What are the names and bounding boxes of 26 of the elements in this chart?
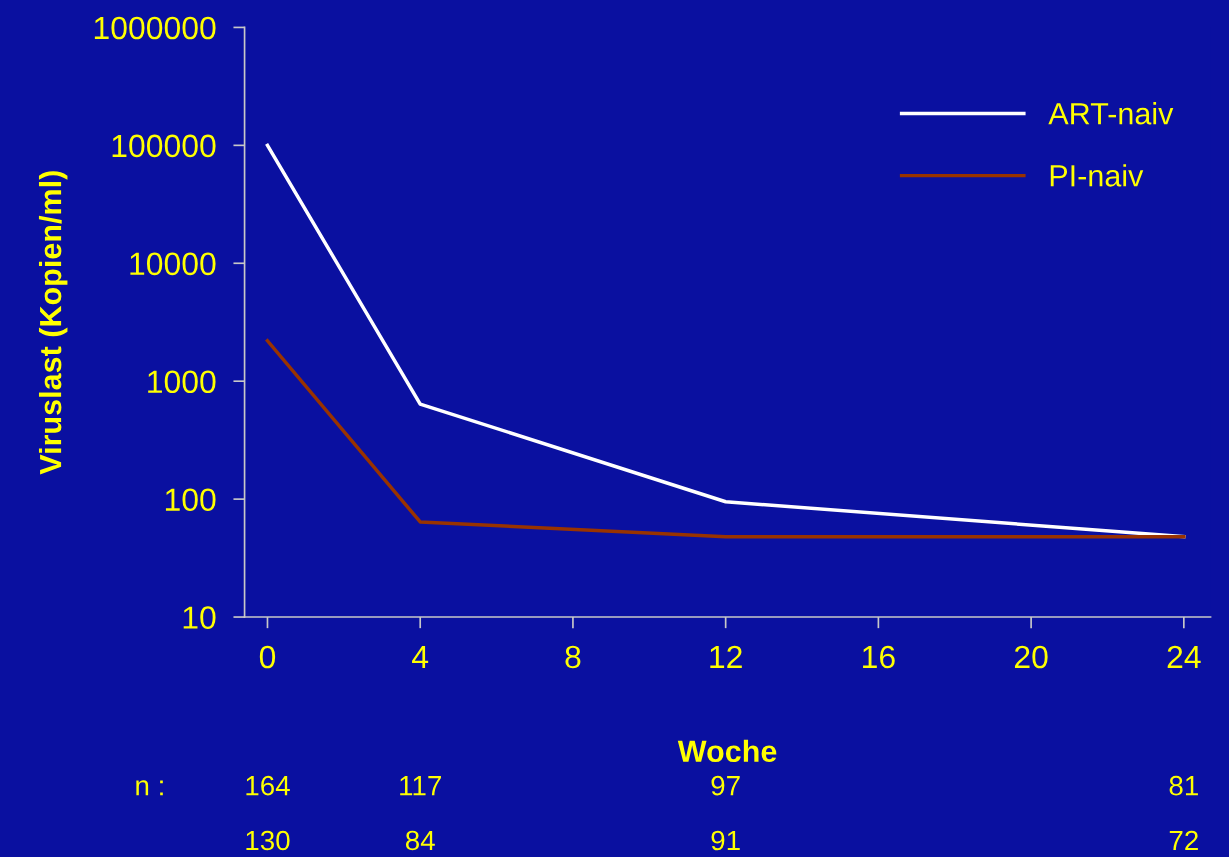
x-tick-label: 16: [863, 645, 895, 669]
x-tick-label: 0: [259, 645, 276, 669]
text: 91: [711, 830, 740, 851]
x-tick-label: 24: [1167, 645, 1201, 668]
x-tick-label: 12: [710, 645, 742, 668]
legend-label: PI-naiv: [1050, 164, 1144, 187]
x-tick-label: 8: [565, 645, 581, 669]
text: 72: [1169, 830, 1198, 851]
y-axis-title: Viruslast (Kopien/ml): [38, 171, 68, 475]
x-axis-title: Woche: [677, 739, 777, 763]
y-tick-label: 100000: [112, 134, 216, 158]
y-tick-label: 10: [183, 606, 216, 629]
y-tick-label: 1000000: [94, 16, 216, 40]
x-tick-label: 4: [412, 645, 429, 668]
text: 81: [1169, 775, 1198, 796]
x-tick-label: 20: [1014, 645, 1048, 669]
y-tick-label: 100: [165, 488, 216, 512]
text: 164: [246, 775, 290, 796]
text: 130: [246, 830, 290, 851]
text: n :: [136, 780, 163, 796]
text: 97: [711, 775, 740, 796]
legend-label: ART-naiv: [1048, 102, 1174, 125]
text: 84: [405, 830, 435, 851]
text: 117: [400, 776, 441, 796]
y-tick-label: 10000: [130, 252, 216, 276]
y-tick-label: 1000: [148, 370, 216, 394]
